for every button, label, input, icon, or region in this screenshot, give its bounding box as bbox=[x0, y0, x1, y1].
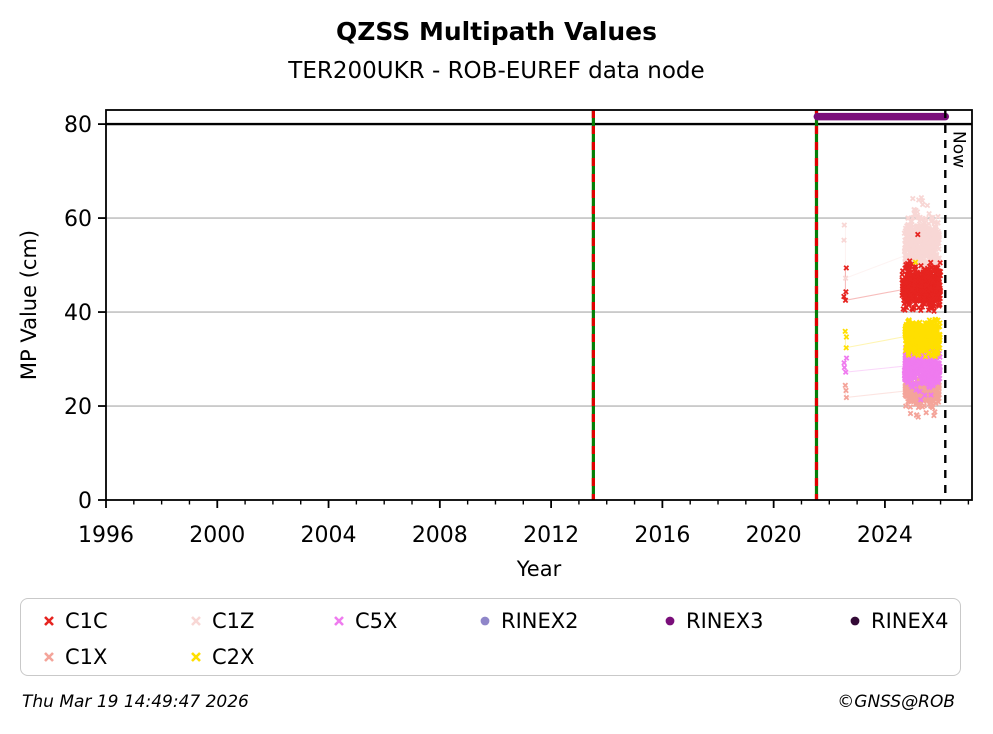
series-C1C-connector bbox=[844, 267, 904, 301]
y-tick-label: 60 bbox=[64, 207, 92, 232]
timestamp-text: Thu Mar 19 14:49:47 2026 bbox=[22, 692, 249, 712]
series-C1Z-points bbox=[841, 194, 943, 284]
legend-label: C1C bbox=[65, 609, 108, 633]
legend-marker-x-icon bbox=[44, 616, 54, 626]
y-tick-label: 20 bbox=[64, 395, 92, 420]
legend-marker-x-icon bbox=[191, 616, 201, 626]
legend-item-c2x: C2X bbox=[189, 645, 254, 669]
x-tick-label: 2024 bbox=[857, 523, 913, 548]
legend-item-rinex2: RINEX2 bbox=[478, 609, 579, 633]
x-tick-label: 2016 bbox=[634, 523, 690, 548]
legend-marker-x-icon bbox=[334, 616, 344, 626]
x-tick-label: 2004 bbox=[301, 523, 357, 548]
legend-item-rinex4: RINEX4 bbox=[848, 609, 949, 633]
series-C1X-connector bbox=[844, 385, 906, 399]
legend-label: RINEX2 bbox=[501, 609, 579, 633]
legend-label: C1X bbox=[65, 645, 108, 669]
series-C1Z-connector bbox=[844, 225, 906, 280]
series-C2X-connector bbox=[844, 331, 906, 349]
series-C5X-connector bbox=[844, 358, 906, 373]
chart-legend: C1C C1Z C5X RINEX2 RINEX3 RINEX4 C1X C2X bbox=[20, 598, 961, 676]
legend-label: RINEX4 bbox=[871, 609, 949, 633]
series-C2X-points bbox=[842, 259, 943, 360]
legend-label: C2X bbox=[212, 645, 255, 669]
x-tick-label: 2020 bbox=[746, 523, 802, 548]
y-tick-label: 80 bbox=[64, 113, 92, 138]
plot-border bbox=[105, 109, 973, 501]
page-title: QZSS Multipath Values bbox=[335, 17, 657, 46]
y-tick-label: 40 bbox=[64, 301, 92, 326]
legend-label: C5X bbox=[355, 609, 398, 633]
legend-marker-x-icon bbox=[191, 652, 201, 662]
legend-item-c5x: C5X bbox=[332, 609, 397, 633]
series-C1C-points bbox=[841, 231, 944, 315]
y-axis-label: MP Value (cm) bbox=[17, 230, 41, 380]
x-axis-label: Year bbox=[516, 557, 562, 581]
y-tick-label: 0 bbox=[78, 489, 92, 514]
page-subtitle: TER200UKR - ROB-EUREF data node bbox=[288, 58, 705, 84]
copyright-text: ©GNSS@ROB bbox=[837, 692, 955, 712]
x-tick-label: 1996 bbox=[78, 523, 134, 548]
x-tick-label: 2008 bbox=[412, 523, 468, 548]
legend-item-rinex3: RINEX3 bbox=[663, 609, 764, 633]
legend-label: C1Z bbox=[212, 609, 255, 633]
legend-item-c1z: C1Z bbox=[189, 609, 254, 633]
legend-marker-circle-icon bbox=[480, 616, 490, 626]
now-label: Now bbox=[948, 131, 968, 168]
legend-item-c1c: C1C bbox=[42, 609, 108, 633]
x-tick-label: 2012 bbox=[523, 523, 579, 548]
legend-item-c1x: C1X bbox=[42, 645, 107, 669]
legend-label: RINEX3 bbox=[686, 609, 764, 633]
legend-marker-x-icon bbox=[44, 652, 54, 662]
legend-marker-circle-icon bbox=[665, 616, 675, 626]
x-tick-label: 2000 bbox=[189, 523, 245, 548]
legend-marker-circle-icon bbox=[850, 616, 860, 626]
